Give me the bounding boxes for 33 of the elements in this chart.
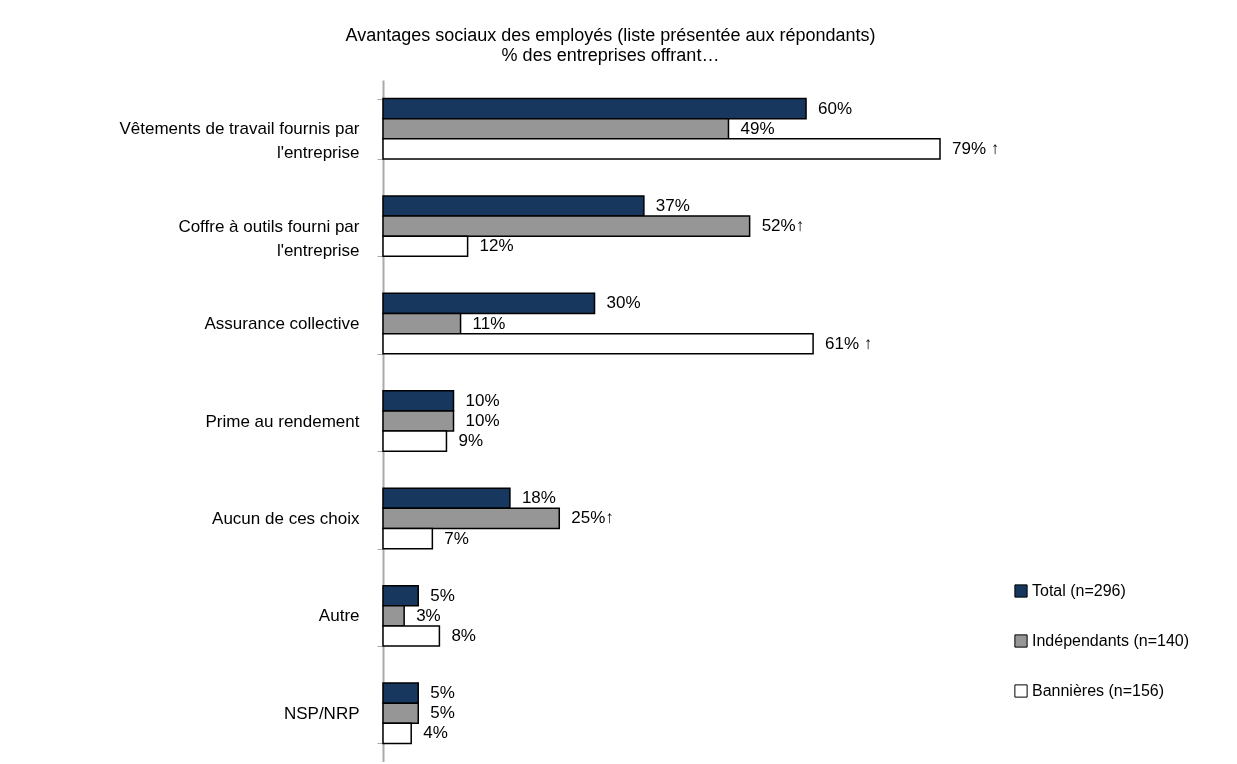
data-label: 37% bbox=[655, 196, 690, 216]
data-label: 12% bbox=[479, 236, 514, 256]
data-label: 8% bbox=[451, 625, 476, 645]
data-label: 10% bbox=[465, 411, 500, 430]
y-tick-label: Vêtements de travail fournis par l'entreprise bbox=[119, 119, 360, 163]
chart-subtitle: % des entreprises offrant… bbox=[501, 45, 720, 65]
data-label: 5% bbox=[430, 703, 455, 723]
y-tick-label: Autre bbox=[318, 606, 360, 626]
data-label: 52%↑ bbox=[761, 216, 805, 236]
data-label: 18% bbox=[521, 488, 556, 508]
legend-label: Bannières (n=156) bbox=[1032, 682, 1165, 699]
legend-label: Total (n=296) bbox=[1032, 582, 1126, 599]
data-label: 61% ↑ bbox=[825, 333, 873, 353]
data-label: 60% bbox=[818, 98, 853, 118]
data-label: 9% bbox=[458, 431, 484, 451]
data-label: 30% bbox=[606, 293, 641, 313]
data-label: 79% ↑ bbox=[952, 138, 1000, 158]
y-tick-label: Aucun de ces choix bbox=[212, 508, 360, 528]
y-tick-label: Coffre à outils fourni par l'entreprise bbox=[178, 216, 360, 260]
data-label: 11% bbox=[472, 313, 506, 333]
data-label: 25%↑ bbox=[571, 508, 614, 528]
data-label: 49% bbox=[740, 118, 775, 138]
legend-label: Indépendants (n=140) bbox=[1032, 632, 1190, 649]
data-label: 4% bbox=[423, 723, 448, 743]
data-label: 5% bbox=[430, 683, 455, 703]
data-label: 5% bbox=[430, 585, 455, 605]
data-label: 7% bbox=[444, 528, 469, 548]
data-label: 10% bbox=[465, 390, 500, 410]
y-tick-label: Assurance collective bbox=[204, 314, 360, 334]
chart-title: Avantages sociaux des employés (liste présentée aux répondants) bbox=[345, 25, 876, 45]
y-tick-label: NSP/NRP bbox=[283, 703, 360, 723]
y-tick-label: Prime au rendement bbox=[205, 411, 360, 431]
data-label: 3% bbox=[416, 605, 441, 625]
